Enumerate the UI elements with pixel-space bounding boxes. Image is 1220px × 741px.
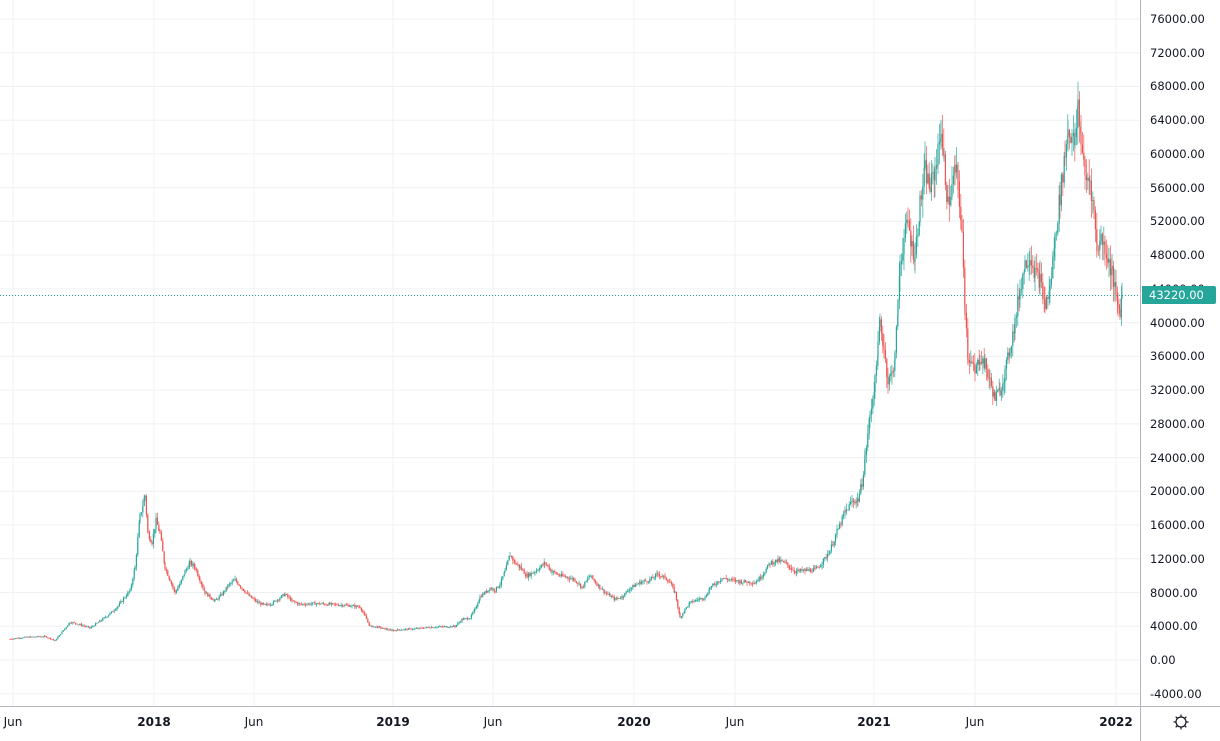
time-tick-label: Jun (244, 715, 264, 729)
chart-settings-button[interactable] (1140, 706, 1220, 741)
time-tick-label: Jun (483, 715, 503, 729)
time-tick-label: 2020 (617, 715, 651, 729)
price-tick-label: 28000.00 (1150, 416, 1205, 431)
time-tick-label: 2019 (376, 715, 410, 729)
time-tick-label: 2018 (137, 715, 171, 729)
last-price-badge: 43220.00 (1142, 286, 1216, 305)
price-tick-label: 0.00 (1150, 653, 1176, 667)
price-tick-label: 36000.00 (1150, 349, 1205, 364)
price-tick-label: 48000.00 (1150, 248, 1205, 263)
candles (9, 81, 1123, 642)
price-tick-label: 60000.00 (1150, 146, 1205, 161)
price-tick-label: 16000.00 (1150, 518, 1205, 533)
price-tick-label: 56000.00 (1150, 180, 1205, 195)
time-axis[interactable]: Jun 2018 Jun 2019 Jun 2020 Jun 2021 Jun 2022 (0, 706, 1140, 741)
price-tick-label: 32000.00 (1150, 383, 1205, 398)
price-axis[interactable]: 76000.00 72000.00 68000.00 64000.00 60000.00… (1140, 0, 1220, 706)
chart-pane[interactable] (0, 0, 1140, 706)
price-tick-label: 4000.00 (1150, 619, 1198, 634)
price-tick-label: 20000.00 (1150, 484, 1205, 499)
time-tick-label: Jun (965, 715, 985, 729)
price-tick-label: 72000.00 (1150, 45, 1205, 60)
price-tick-label: 52000.00 (1150, 214, 1205, 229)
price-tick-label: 76000.00 (1150, 12, 1205, 26)
price-tick-label: -4000.00 (1150, 686, 1202, 701)
time-tick-label: Jun (3, 715, 23, 729)
price-tick-label: 40000.00 (1150, 315, 1205, 330)
price-tick-label: 8000.00 (1150, 585, 1198, 600)
candlestick-chart[interactable] (0, 0, 1140, 706)
time-tick-label: 2022 (1099, 715, 1133, 729)
gear-icon (1172, 713, 1190, 735)
price-tick-label: 64000.00 (1150, 113, 1205, 128)
time-tick-label: 2021 (857, 715, 891, 729)
price-tick-label: 24000.00 (1150, 450, 1205, 465)
time-tick-label: Jun (725, 715, 745, 729)
price-tick-label: 68000.00 (1150, 79, 1205, 94)
price-tick-label: 12000.00 (1150, 551, 1205, 566)
